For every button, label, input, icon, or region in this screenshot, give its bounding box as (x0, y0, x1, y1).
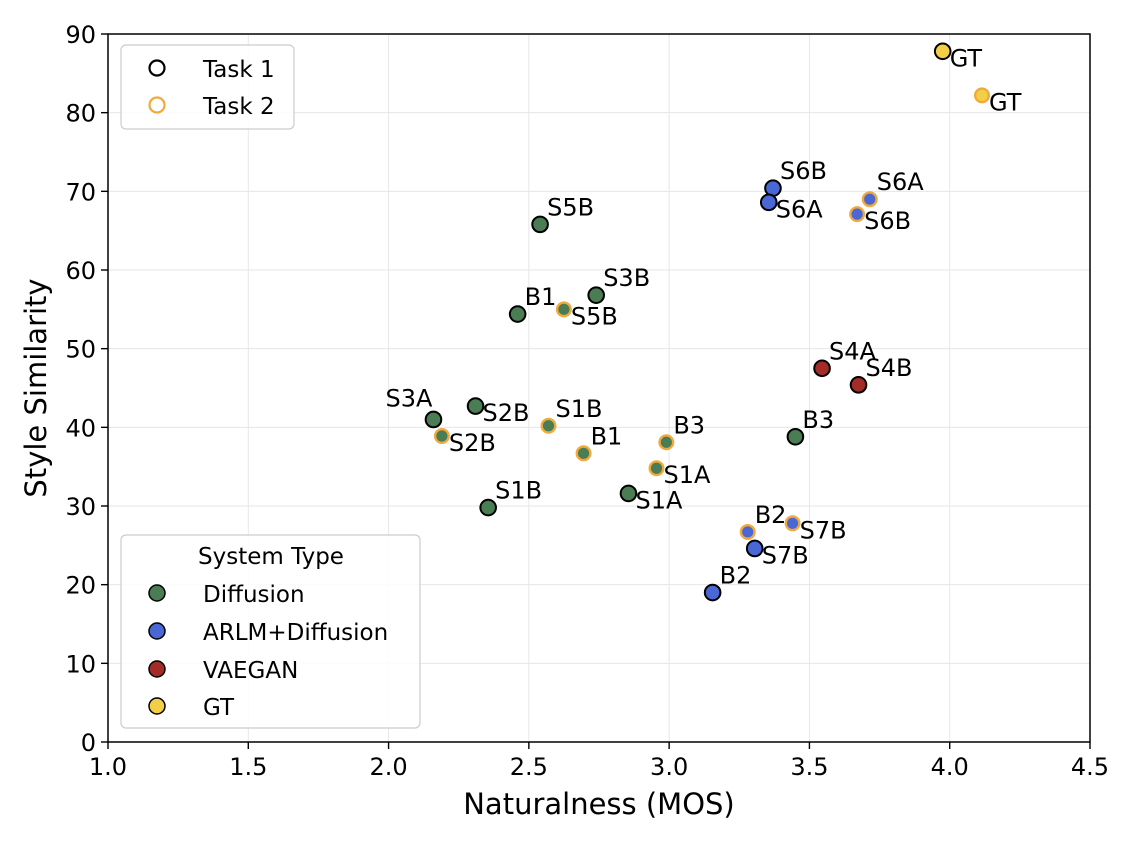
label-s2b-task2: S2B (449, 429, 496, 457)
y-tick-label: 0 (81, 729, 96, 757)
label-s1b-task2: S1B (555, 395, 602, 423)
diffusion-legend-label: Diffusion (203, 582, 305, 608)
label-s1b-task1: S1B (495, 477, 542, 505)
x-tick-label: 1.5 (229, 753, 267, 781)
label-s1a-task1: S1A (635, 486, 683, 514)
point-b2-task1 (703, 583, 722, 602)
gt-legend-marker (148, 697, 166, 715)
label-s5b-task1: S5B (547, 193, 594, 221)
label-b3-task2: B3 (673, 411, 705, 439)
label-b2-task2: B2 (755, 501, 787, 529)
x-tick-label: 4.0 (931, 753, 969, 781)
y-axis-ticks: 0 10 20 30 40 50 60 70 80 90 (65, 21, 108, 757)
point-b1-task2 (575, 445, 592, 462)
y-tick-label: 10 (65, 650, 96, 678)
y-axis-label: Style Similarity (19, 278, 53, 497)
x-tick-label: 3.0 (650, 753, 688, 781)
task2-legend-label: Task 2 (202, 94, 275, 120)
data-points (424, 42, 990, 602)
point-s6b-task2 (849, 206, 866, 223)
label-gt-task2: GT (989, 88, 1022, 116)
point-s5b-task2 (555, 301, 572, 318)
arlm-diffusion-legend-marker (148, 622, 166, 640)
diffusion-legend-marker (148, 584, 166, 602)
gt-legend-label: GT (203, 695, 235, 721)
label-gt-task1: GT (950, 44, 983, 72)
y-tick-label: 40 (65, 414, 96, 442)
point-gt-task2 (973, 87, 990, 104)
task2-legend-marker (148, 96, 166, 114)
point-b2-task2 (739, 523, 756, 540)
label-s7b-task2: S7B (800, 516, 847, 544)
point-s6a-task1 (759, 193, 778, 212)
label-s6b-task1: S6B (780, 157, 827, 185)
point-s2b-task1 (466, 397, 485, 415)
plot-area-frame (107, 33, 1091, 743)
point-s7b-task2 (784, 515, 801, 532)
vaegan-legend-marker (148, 660, 166, 678)
label-s7b-task1: S7B (762, 541, 809, 569)
x-axis-label: Naturalness (MOS) (463, 787, 735, 821)
point-s7b-task1 (745, 539, 764, 558)
y-tick-label: 60 (65, 257, 96, 285)
label-s4b-task1: S4B (866, 354, 913, 382)
y-tick-label: 90 (65, 21, 96, 49)
point-gt-task1 (933, 42, 952, 61)
task1-legend-label: Task 1 (202, 57, 275, 83)
system-type-legend-title: System Type (198, 544, 344, 570)
x-tick-label: 2.5 (510, 753, 548, 781)
point-s1a-task2 (648, 460, 665, 477)
label-s3b-task1: S3B (603, 264, 650, 292)
point-s5b-task1 (531, 215, 549, 234)
label-s6a-task1: S6A (776, 195, 824, 223)
point-b3-task1 (786, 427, 805, 446)
y-tick-label: 20 (65, 572, 96, 600)
label-s5b-task2: S5B (571, 302, 618, 330)
point-s6a-task2 (861, 191, 878, 208)
x-tick-label: 1.0 (89, 753, 127, 781)
label-s1a-task2: S1A (664, 461, 712, 489)
task-legend: Task 1 Task 2 (120, 44, 295, 130)
label-s2b-task1: S2B (483, 399, 530, 427)
x-tick-label: 2.0 (369, 753, 407, 781)
label-b1-task2: B1 (591, 422, 623, 450)
x-tick-label: 4.5 (1071, 753, 1109, 781)
point-s1b-task2 (540, 417, 557, 434)
label-b2-task1: B2 (720, 562, 752, 590)
point-s4a-task1 (813, 359, 831, 378)
label-b3-task1: B3 (802, 406, 834, 434)
y-tick-label: 80 (65, 100, 96, 128)
point-s4b-task1 (849, 376, 868, 394)
y-tick-label: 30 (65, 493, 96, 521)
point-s1a-task1 (619, 484, 638, 503)
point-s3b-task1 (587, 286, 605, 304)
x-axis-ticks: 1.0 1.5 2.0 2.5 3.0 3.5 4.0 4.5 (89, 742, 1109, 781)
x-tick-label: 3.5 (790, 753, 828, 781)
task1-legend-marker (148, 59, 166, 77)
arlm-diffusion-legend-label: ARLM+Diffusion (203, 620, 388, 646)
label-b1-task1: B1 (525, 283, 557, 311)
point-s2b-task2 (433, 427, 450, 444)
system-type-legend-box (120, 534, 421, 729)
label-s3a-task1: S3A (386, 384, 434, 412)
vaegan-legend-label: VAEGAN (203, 658, 298, 684)
label-s6a-task2: S6A (877, 168, 925, 196)
label-s4a-task1: S4A (829, 337, 877, 365)
point-b3-task2 (658, 434, 675, 451)
label-s6b-task2: S6B (864, 207, 911, 235)
system-type-legend: System Type Diffusion ARLM+Diffusion VAE… (120, 534, 421, 729)
y-tick-label: 70 (65, 178, 96, 206)
y-tick-label: 50 (65, 336, 96, 364)
point-s1b-task1 (479, 498, 497, 517)
point-s3a-task1 (424, 410, 443, 429)
point-b1-task1 (508, 305, 527, 323)
